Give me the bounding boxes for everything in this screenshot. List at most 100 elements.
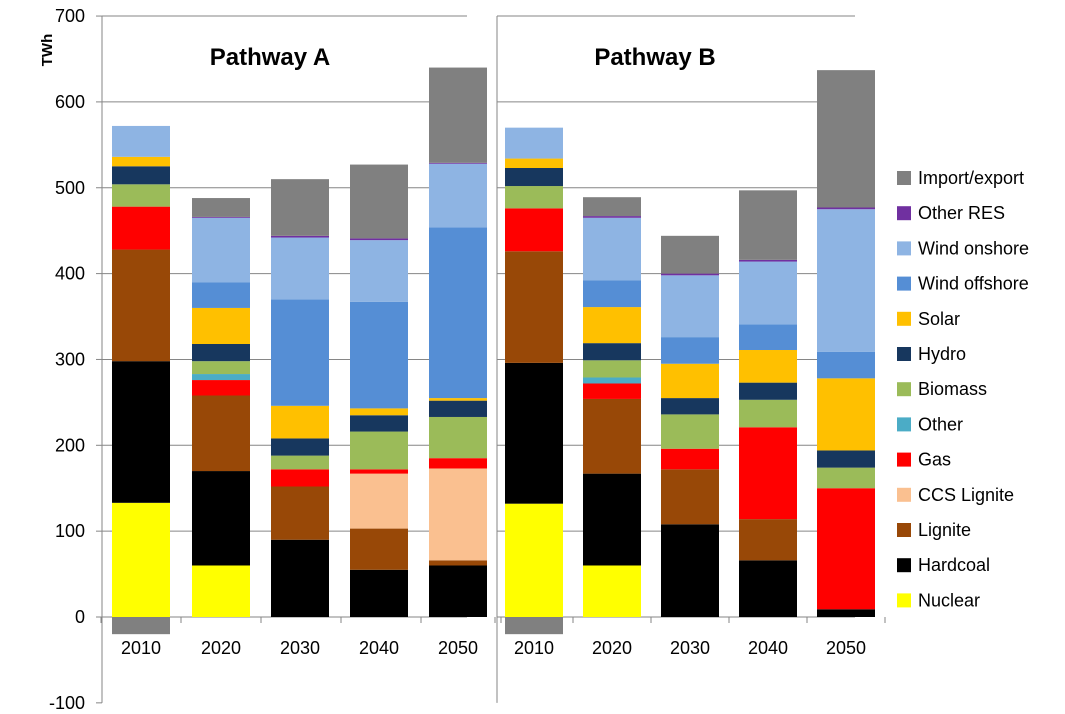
legend-swatch bbox=[897, 311, 911, 326]
legend-label: Biomass bbox=[918, 379, 987, 399]
y-tick-label: 0 bbox=[75, 607, 85, 627]
x-tick-label: 2050 bbox=[438, 638, 478, 658]
x-tick-label: 2010 bbox=[514, 638, 554, 658]
bar-segment-lignite bbox=[192, 395, 250, 472]
bar-segment-import-export bbox=[739, 190, 797, 260]
bar-segment-wind-onshore bbox=[817, 209, 875, 352]
y-axis-label: TWh bbox=[39, 34, 56, 66]
bar-segment-hardcoal bbox=[350, 569, 408, 617]
bar-segment-wind-onshore bbox=[505, 127, 563, 159]
legend-swatch bbox=[897, 417, 911, 432]
panel-title-a: Pathway A bbox=[210, 44, 330, 71]
bar-segment-import-export bbox=[429, 67, 487, 163]
bar-segment-other bbox=[583, 377, 641, 384]
bar-segment-wind-onshore bbox=[739, 261, 797, 325]
bar-segment-wind-onshore bbox=[429, 163, 487, 228]
bar-segment-gas bbox=[661, 448, 719, 470]
bar-segment-nuclear bbox=[505, 503, 563, 617]
bar-segment-gas bbox=[505, 208, 563, 252]
bar-segment-lignite bbox=[661, 469, 719, 525]
bar-segment-import-export bbox=[112, 617, 170, 635]
y-tick-label: 700 bbox=[55, 6, 85, 26]
bar-segment-wind-offshore bbox=[429, 227, 487, 399]
legend-swatch bbox=[897, 347, 911, 361]
bar-segment-import-export bbox=[583, 197, 641, 217]
bar-segment-biomass bbox=[817, 467, 875, 489]
bar-segment-hardcoal bbox=[739, 560, 797, 617]
bar-segment-import-export bbox=[271, 179, 329, 236]
bar-segment-lignite bbox=[505, 251, 563, 363]
bar-segment-solar bbox=[192, 307, 250, 344]
bar-segment-wind-onshore bbox=[112, 125, 170, 157]
bar-segment-hydro bbox=[271, 438, 329, 456]
bar-segment-ccs-lignite bbox=[429, 468, 487, 561]
bar-segment-lignite bbox=[350, 528, 408, 570]
legend-swatch bbox=[897, 487, 911, 502]
bar-segment-biomass bbox=[350, 431, 408, 470]
bar-segment-ccs-lignite bbox=[350, 473, 408, 529]
bar-segment-other-res bbox=[350, 238, 408, 241]
y-tick-label: -100 bbox=[49, 693, 85, 713]
bar-segment-gas bbox=[192, 380, 250, 396]
bar-segment-gas bbox=[271, 469, 329, 487]
bar-segment-lignite bbox=[112, 249, 170, 362]
legend-label: Nuclear bbox=[918, 590, 980, 610]
bar-segment-hardcoal bbox=[112, 361, 170, 503]
bar-segment-nuclear bbox=[112, 502, 170, 617]
bar-segment-solar bbox=[661, 363, 719, 399]
bar-segment-wind-offshore bbox=[739, 324, 797, 351]
bar-segment-gas bbox=[350, 469, 408, 474]
legend-label: Other bbox=[918, 414, 963, 434]
bar-segment-gas bbox=[583, 383, 641, 399]
legend: Import/export Other RES Wind onshore Wind o… bbox=[897, 168, 1029, 610]
x-tick-label: 2040 bbox=[748, 638, 788, 658]
bar-segment-other-res bbox=[739, 259, 797, 262]
bar-segment-hydro bbox=[429, 400, 487, 417]
legend-swatch bbox=[897, 593, 911, 608]
axes bbox=[96, 15, 886, 704]
legend-label: Hydro bbox=[918, 344, 966, 364]
y-tick-label: 600 bbox=[55, 92, 85, 112]
legend-swatch bbox=[897, 241, 911, 256]
bar-segment-biomass bbox=[739, 399, 797, 428]
bar-segment-hardcoal bbox=[583, 473, 641, 566]
legend-swatch bbox=[897, 558, 911, 573]
y-tick-label: 400 bbox=[55, 264, 85, 284]
bar-segment-wind-onshore bbox=[661, 275, 719, 338]
bar-segment-import-export bbox=[350, 164, 408, 239]
bar-segment-other-res bbox=[583, 216, 641, 218]
bar-segment-lignite bbox=[739, 519, 797, 561]
x-tick-label: 2030 bbox=[280, 638, 320, 658]
bar-segment-gas bbox=[429, 458, 487, 469]
bar-segment-solar bbox=[429, 398, 487, 401]
legend-label: Solar bbox=[918, 309, 960, 329]
bar-segment-hardcoal bbox=[817, 609, 875, 617]
bar-segment-wind-offshore bbox=[271, 299, 329, 406]
legend-label: Other RES bbox=[918, 203, 1005, 223]
y-tick-label: 200 bbox=[55, 435, 85, 455]
bar-segment-wind-onshore bbox=[350, 240, 408, 302]
bar-segment-hardcoal bbox=[429, 565, 487, 617]
y-tick-label: 500 bbox=[55, 178, 85, 198]
bar-segment-wind-offshore bbox=[817, 351, 875, 379]
legend-swatch bbox=[897, 206, 911, 221]
legend-swatch bbox=[897, 276, 911, 291]
bar-segment-solar bbox=[112, 156, 170, 167]
bar-segment-other bbox=[192, 374, 250, 381]
legend-label: Wind onshore bbox=[918, 238, 1029, 258]
bar-segment-other-res bbox=[429, 162, 487, 164]
x-tick-label: 2040 bbox=[359, 638, 399, 658]
bar-segment-other-res bbox=[661, 273, 719, 276]
bar-segment-hydro bbox=[112, 166, 170, 185]
bar-segment-wind-onshore bbox=[192, 217, 250, 283]
legend-label: CCS Lignite bbox=[918, 485, 1014, 505]
legend-label: Hardcoal bbox=[918, 555, 990, 575]
legend-label: Import/export bbox=[918, 168, 1024, 188]
bar-segment-import-export bbox=[817, 70, 875, 208]
legend-label: Lignite bbox=[918, 520, 971, 540]
bar-segment-biomass bbox=[583, 360, 641, 378]
bar-segment-nuclear bbox=[192, 565, 250, 617]
panel-title-b: Pathway B bbox=[594, 44, 715, 71]
bar-segment-hydro bbox=[583, 343, 641, 361]
